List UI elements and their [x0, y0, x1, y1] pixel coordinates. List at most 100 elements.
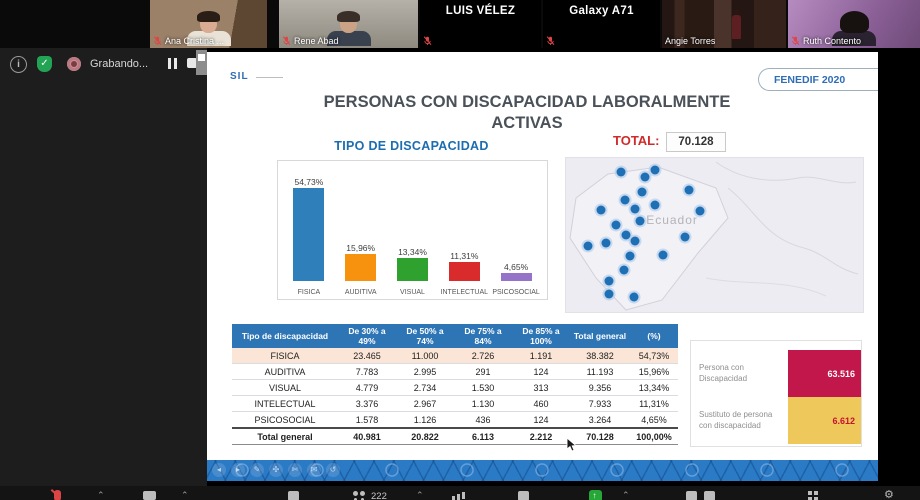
table-cell: 313 — [512, 379, 570, 397]
table-cell: 2.726 — [454, 348, 512, 365]
video-tile-galaxy-a71[interactable]: Galaxy A71 — [543, 0, 660, 48]
bar-category-label: FISICA — [297, 289, 321, 296]
polls-icon[interactable] — [452, 491, 465, 500]
participant-name-label: Rene Abad — [282, 36, 339, 46]
map-data-dot — [650, 165, 660, 175]
table-cell: 6.113 — [454, 427, 512, 446]
bar-category-label: PSICOSOCIAL — [492, 289, 540, 296]
muted-mic-icon — [282, 36, 291, 46]
video-button-camera-icon[interactable] — [143, 491, 156, 500]
table-cell: PSICOSOCIAL — [232, 411, 338, 429]
video-tile-ruth-contento[interactable]: Ruth Contento — [788, 0, 920, 48]
video-tile-angie-torres[interactable]: Angie Torres — [662, 0, 786, 48]
table-cell: 2.967 — [396, 395, 454, 413]
bar-value-label: 54,73% — [294, 177, 324, 187]
muted-mic-icon — [423, 36, 432, 46]
bar-column: 15,96% — [335, 243, 387, 281]
video-tile-ana-cristina[interactable]: Ana Cristina ... — [150, 0, 267, 48]
table-cell: AUDITIVA — [232, 363, 338, 381]
stop-recording-button[interactable] — [187, 58, 197, 68]
info-icon[interactable]: i — [10, 56, 27, 73]
share-options-chevron-icon[interactable]: ⌃ — [622, 490, 630, 500]
more-settings-gear-icon[interactable]: ⚙ — [884, 489, 894, 500]
mouse-cursor — [566, 437, 578, 453]
mic-options-chevron-icon[interactable]: ⌃ — [97, 490, 105, 500]
table-cell: VISUAL — [232, 379, 338, 397]
side-bar: 6.612 — [788, 397, 861, 444]
security-shield-icon[interactable]: ✓ — [37, 56, 52, 72]
bar — [396, 258, 428, 281]
stamp-tool-icon[interactable]: ✣ — [269, 463, 283, 477]
bar — [500, 273, 532, 281]
select-tool-icon[interactable]: ✄ — [288, 463, 302, 477]
table-cell: Total general — [232, 427, 338, 446]
table-total-row: Total general 40.981 20.822 6.113 2.212 70.12… — [232, 427, 678, 446]
mail-tool-icon[interactable]: ✉ — [307, 463, 321, 477]
video-tile-luis-velez[interactable]: LUIS VÉLEZ — [420, 0, 541, 48]
table-body: FISICA 23.465 11.000 2.726 1.191 38.382 54,73%… — [232, 348, 678, 446]
video-options-chevron-icon[interactable]: ⌃ — [181, 490, 189, 500]
slide-edge-scrollbar-handle[interactable] — [196, 50, 207, 75]
summary-row: Persona con Discapacidad 63.516 — [691, 350, 861, 397]
recording-controls: i ✓ Grabando... — [0, 56, 207, 74]
map-data-dot — [640, 172, 650, 182]
pause-recording-button[interactable] — [167, 58, 178, 69]
table-header-cell: Total general — [570, 324, 630, 349]
table-cell: FISICA — [232, 348, 338, 365]
participants-icon[interactable] — [352, 491, 366, 500]
table-cell: 2.734 — [396, 379, 454, 397]
participant-video-strip: Ana Cristina ... Rene Abad LUIS VÉLEZ Ga… — [0, 0, 920, 48]
chat-icon[interactable] — [518, 491, 529, 500]
bar-column: 11,31% — [438, 251, 490, 281]
participant-count: 222 — [371, 491, 387, 500]
muted-mic-icon — [153, 36, 162, 46]
mute-button-mic-icon[interactable] — [54, 490, 61, 500]
participant-video — [326, 11, 371, 48]
apps-icon[interactable] — [808, 491, 819, 500]
table-cell: 1.130 — [454, 395, 512, 413]
table-cell: 3.264 — [570, 411, 630, 429]
bar — [345, 254, 377, 281]
pencil-tool-icon[interactable]: ✎ — [250, 463, 264, 477]
map-data-dot — [621, 230, 631, 240]
prev-tool-icon[interactable]: ◂ — [212, 463, 226, 477]
map-data-dot — [625, 251, 635, 261]
share-screen-active-icon[interactable] — [589, 490, 602, 500]
map-data-dot — [630, 236, 640, 246]
table-cell: 70.128 — [570, 427, 630, 446]
next-tool-icon[interactable]: ▸ — [231, 463, 245, 477]
table-row: PSICOSOCIAL 1.578 1.126 436 124 3.264 4,65% — [232, 411, 678, 429]
map-data-dot — [629, 292, 639, 302]
total-value: 70.128 — [666, 132, 726, 152]
video-tile-rene-abad[interactable]: Rene Abad — [279, 0, 418, 48]
table-cell: 23.465 — [338, 348, 396, 365]
map-data-dot — [583, 241, 593, 251]
table-cell: 7.783 — [338, 363, 396, 381]
map-data-dot — [604, 289, 614, 299]
bar-column: 4,65% — [490, 262, 542, 281]
recording-indicator-icon — [67, 57, 81, 71]
table-cell: 3.376 — [338, 395, 396, 413]
share-screen-icon[interactable] — [288, 491, 299, 500]
table-cell: 100,00% — [630, 427, 678, 446]
participant-mic-status — [546, 36, 555, 46]
total-label: TOTAL: — [613, 133, 660, 148]
table-cell: 11.193 — [570, 363, 630, 381]
participant-video — [186, 11, 231, 48]
ecuador-map: Ecuador — [565, 157, 864, 313]
map-data-dot — [601, 238, 611, 248]
stop-record-icon[interactable] — [704, 491, 715, 500]
bar-category-label: AUDITIVA — [344, 289, 377, 296]
table-row: VISUAL 4.779 2.734 1.530 313 9.356 13,34% — [232, 379, 678, 397]
table-row: INTELECTUAL 3.376 2.967 1.130 460 7.933 11,31% — [232, 395, 678, 413]
pause-record-icon[interactable] — [686, 491, 697, 500]
bar-value-label: 4,65% — [504, 262, 529, 272]
refresh-tool-icon[interactable]: ↺ — [326, 463, 340, 477]
table-cell: 11.000 — [396, 348, 454, 365]
shared-presentation-slide: SIL FENEDIF 2020 PERSONAS CON DISCAPACID… — [207, 52, 878, 481]
participants-chevron-icon[interactable]: ⌃ — [416, 490, 424, 500]
participant-name-label: Ana Cristina ... — [153, 36, 224, 46]
table-cell: 7.933 — [570, 395, 630, 413]
map-data-dot — [620, 195, 630, 205]
sil-logo: SIL — [230, 71, 249, 82]
